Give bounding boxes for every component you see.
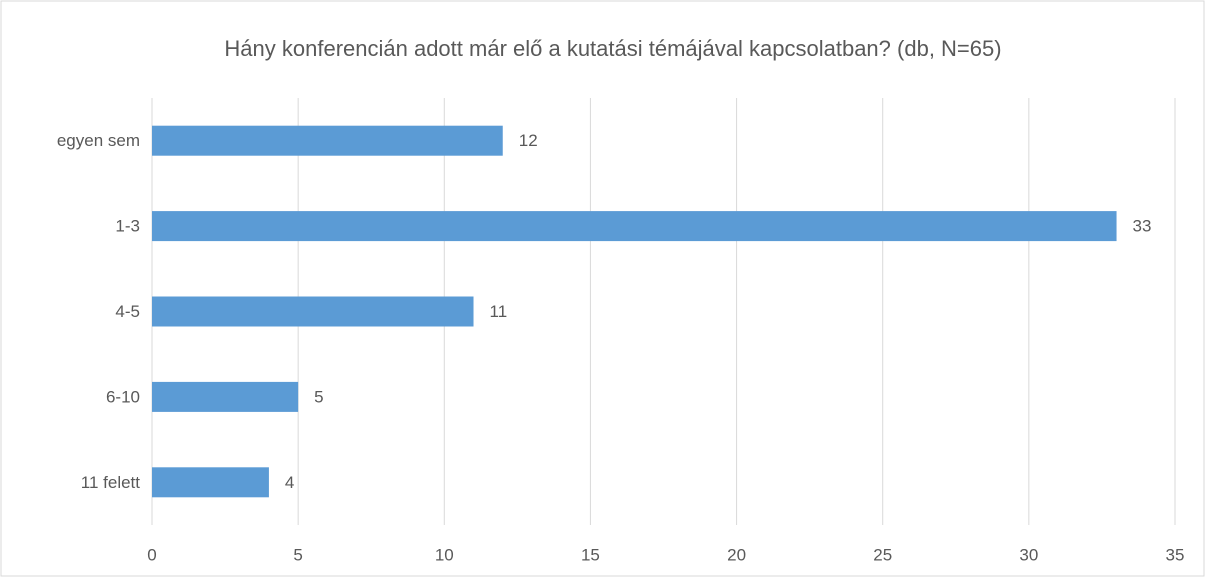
y-tick-label: 6-10: [106, 387, 140, 406]
x-tick-label: 25: [873, 545, 892, 564]
x-tick-label: 30: [1019, 545, 1038, 564]
bar: [152, 381, 299, 412]
data-label: 33: [1133, 217, 1152, 236]
x-tick-label: 0: [147, 545, 156, 564]
y-tick-label: egyen sem: [57, 131, 140, 150]
bar: [152, 296, 474, 327]
bar: [152, 211, 1117, 242]
data-label: 11: [490, 302, 508, 321]
data-label: 12: [519, 131, 538, 150]
chart-title: Hány konferencián adott már elő a kutatá…: [224, 36, 1001, 61]
y-tick-label: 11 felett: [81, 473, 141, 492]
bar: [152, 125, 503, 156]
data-label: 4: [285, 473, 294, 492]
x-tick-label: 10: [435, 545, 454, 564]
x-tick-label: 20: [727, 545, 746, 564]
x-tick-label: 15: [581, 545, 600, 564]
x-tick-label: 35: [1166, 545, 1185, 564]
y-tick-label: 1-3: [115, 217, 140, 236]
x-tick-label: 5: [293, 545, 302, 564]
data-label: 5: [314, 387, 323, 406]
y-tick-label: 4-5: [115, 302, 140, 321]
bar: [152, 467, 269, 498]
